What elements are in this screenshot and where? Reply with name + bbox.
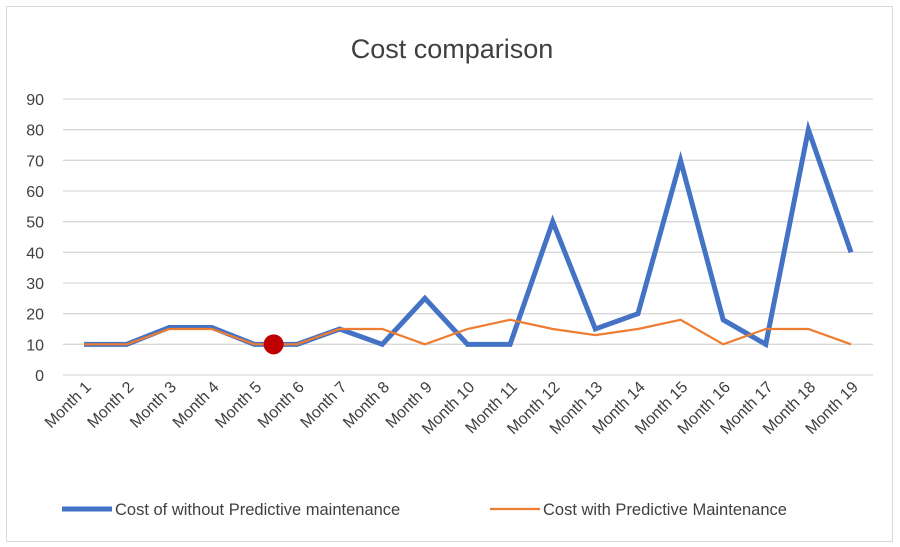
y-tick-label: 50 <box>26 215 44 232</box>
y-tick-label: 60 <box>26 184 44 201</box>
x-tick-label: Month 3 <box>127 379 180 432</box>
y-tick-label: 20 <box>26 307 44 324</box>
chart-title: Cost comparison <box>351 34 554 64</box>
chart-frame <box>6 6 893 542</box>
x-tick-label: Month 1 <box>42 379 95 432</box>
highlight-marker <box>263 334 284 355</box>
y-tick-label: 70 <box>26 153 44 170</box>
x-tick-label: Month 5 <box>212 379 265 432</box>
y-tick-label: 90 <box>26 92 44 109</box>
y-tick-label: 30 <box>26 276 44 293</box>
y-tick-label: 10 <box>26 337 44 354</box>
x-tick-label: Month 4 <box>170 379 223 432</box>
series-line-1 <box>84 120 854 349</box>
x-tick-label: Month 8 <box>340 379 393 432</box>
y-tick-label: 40 <box>26 245 44 262</box>
series-line-2 <box>84 318 852 346</box>
legend-label: Cost of without Predictive maintenance <box>115 501 400 519</box>
y-tick-label: 80 <box>26 123 44 140</box>
y-tick-label: 0 <box>35 368 44 385</box>
x-tick-label: Month 6 <box>255 379 308 432</box>
x-tick-label: Month 2 <box>85 379 138 432</box>
legend-label: Cost with Predictive Maintenance <box>543 501 787 519</box>
x-tick-label: Month 7 <box>298 379 351 432</box>
